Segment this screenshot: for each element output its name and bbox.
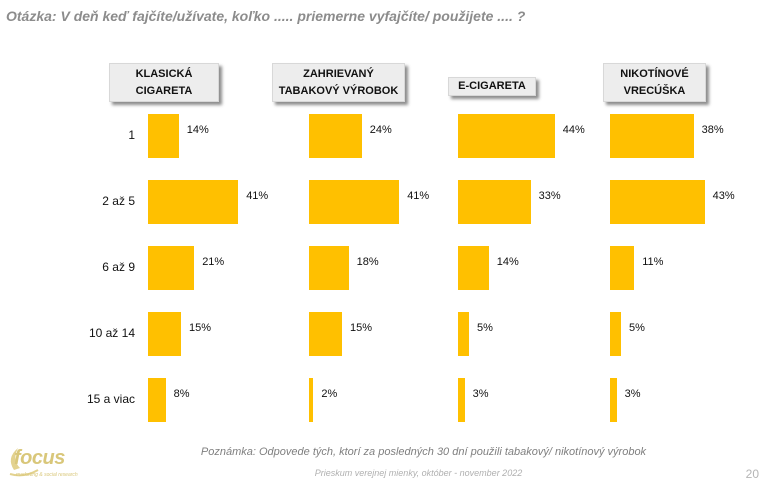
data-label: 41% xyxy=(407,190,430,202)
data-label: 14% xyxy=(496,256,519,268)
data-label: 24% xyxy=(369,124,392,136)
category-label: 1 xyxy=(128,128,135,142)
focus-logo-icon xyxy=(9,448,39,477)
bar xyxy=(458,378,465,422)
data-label: 15% xyxy=(350,322,373,334)
page-number: 20 xyxy=(745,467,759,481)
data-label: 11% xyxy=(642,256,664,268)
bar xyxy=(458,246,489,290)
data-label: 14% xyxy=(186,124,209,136)
bar xyxy=(309,180,400,224)
bar xyxy=(458,180,531,224)
bar xyxy=(309,114,362,158)
bar xyxy=(148,312,181,356)
bar xyxy=(610,378,617,422)
bar xyxy=(309,312,342,356)
data-label: 18% xyxy=(356,256,379,268)
data-label: 8% xyxy=(173,388,190,400)
data-label: 43% xyxy=(712,190,735,202)
logo-text: focus xyxy=(14,447,65,469)
data-label: 41% xyxy=(246,190,269,202)
note-text: Poznámka: Odpovede tých, ktorí za posled… xyxy=(200,446,647,458)
data-label: 33% xyxy=(538,190,561,202)
footer-text: Prieskum verejnej mienky, október - nove… xyxy=(314,468,523,478)
bar xyxy=(309,246,349,290)
series-header: KLASICKÁ CIGARETA xyxy=(109,63,219,102)
bar xyxy=(610,246,635,290)
data-label: 2% xyxy=(321,388,338,400)
data-label: 5% xyxy=(629,322,645,334)
series-header: E-CIGARETA xyxy=(448,77,536,96)
data-label: 15% xyxy=(189,322,212,334)
data-label: 3% xyxy=(472,388,489,400)
data-label: 3% xyxy=(624,388,641,400)
category-label: 6 až 9 xyxy=(102,260,135,274)
bar xyxy=(148,180,239,224)
bar xyxy=(148,246,195,290)
bar xyxy=(610,180,705,224)
category-label: 15 a viac xyxy=(86,392,135,406)
data-label: 5% xyxy=(477,322,493,334)
bar xyxy=(610,312,621,356)
bar xyxy=(309,378,314,422)
bar xyxy=(148,378,166,422)
data-label: 21% xyxy=(202,256,225,268)
data-label: 38% xyxy=(701,124,724,136)
logo-tagline: marketing & social research xyxy=(16,472,78,478)
bar xyxy=(458,312,469,356)
data-label: 44% xyxy=(562,124,585,136)
series-header: ZAHRIEVANÝ TABAKOVÝ VÝROBOK xyxy=(272,63,405,102)
bar xyxy=(610,114,694,158)
series-header: NIKOTÍNOVÉ VRECÚŠKA xyxy=(603,63,706,102)
category-label: 2 až 5 xyxy=(102,194,135,208)
question-title: Otázka: V deň keď fajčíte/užívate, koľko… xyxy=(6,8,526,24)
bar xyxy=(148,114,179,158)
category-label: 10 až 14 xyxy=(88,326,135,340)
bar xyxy=(458,114,555,158)
